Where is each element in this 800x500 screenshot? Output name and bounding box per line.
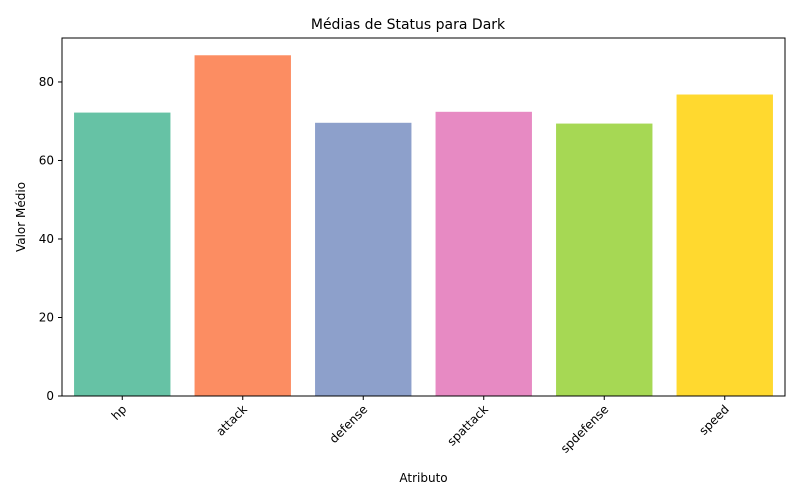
bars-group <box>74 55 773 397</box>
bar-spdefense <box>556 123 653 397</box>
y-tick-label-80: 80 <box>39 75 54 89</box>
x-axis: hp attack defense spattack spdefense speed <box>109 396 732 456</box>
y-tick-label-60: 60 <box>39 153 54 167</box>
x-tick-label-spdefense: spdefense <box>558 402 612 456</box>
bar-hp <box>74 112 171 396</box>
y-axis-label: Valor Médio <box>14 182 28 252</box>
chart-title: Médias de Status para Dark <box>311 17 506 33</box>
bar-spattack <box>435 111 532 396</box>
y-tick-label-40: 40 <box>39 232 54 246</box>
x-tick-label-defense: defense <box>327 402 371 446</box>
bar-defense <box>315 122 412 396</box>
x-tick-label-hp: hp <box>109 402 130 423</box>
plot-frame <box>61 37 786 397</box>
x-tick-label-speed: speed <box>696 402 732 438</box>
bar-speed <box>676 94 773 397</box>
x-tick-label-attack: attack <box>213 402 250 439</box>
y-tick-label-0: 0 <box>46 389 54 403</box>
y-tick-label-20: 20 <box>39 310 54 324</box>
x-axis-label: Atributo <box>399 471 447 485</box>
x-tick-label-spattack: spattack <box>445 402 491 448</box>
bar-attack <box>194 55 291 396</box>
y-axis: 0 20 40 60 80 <box>39 75 62 403</box>
